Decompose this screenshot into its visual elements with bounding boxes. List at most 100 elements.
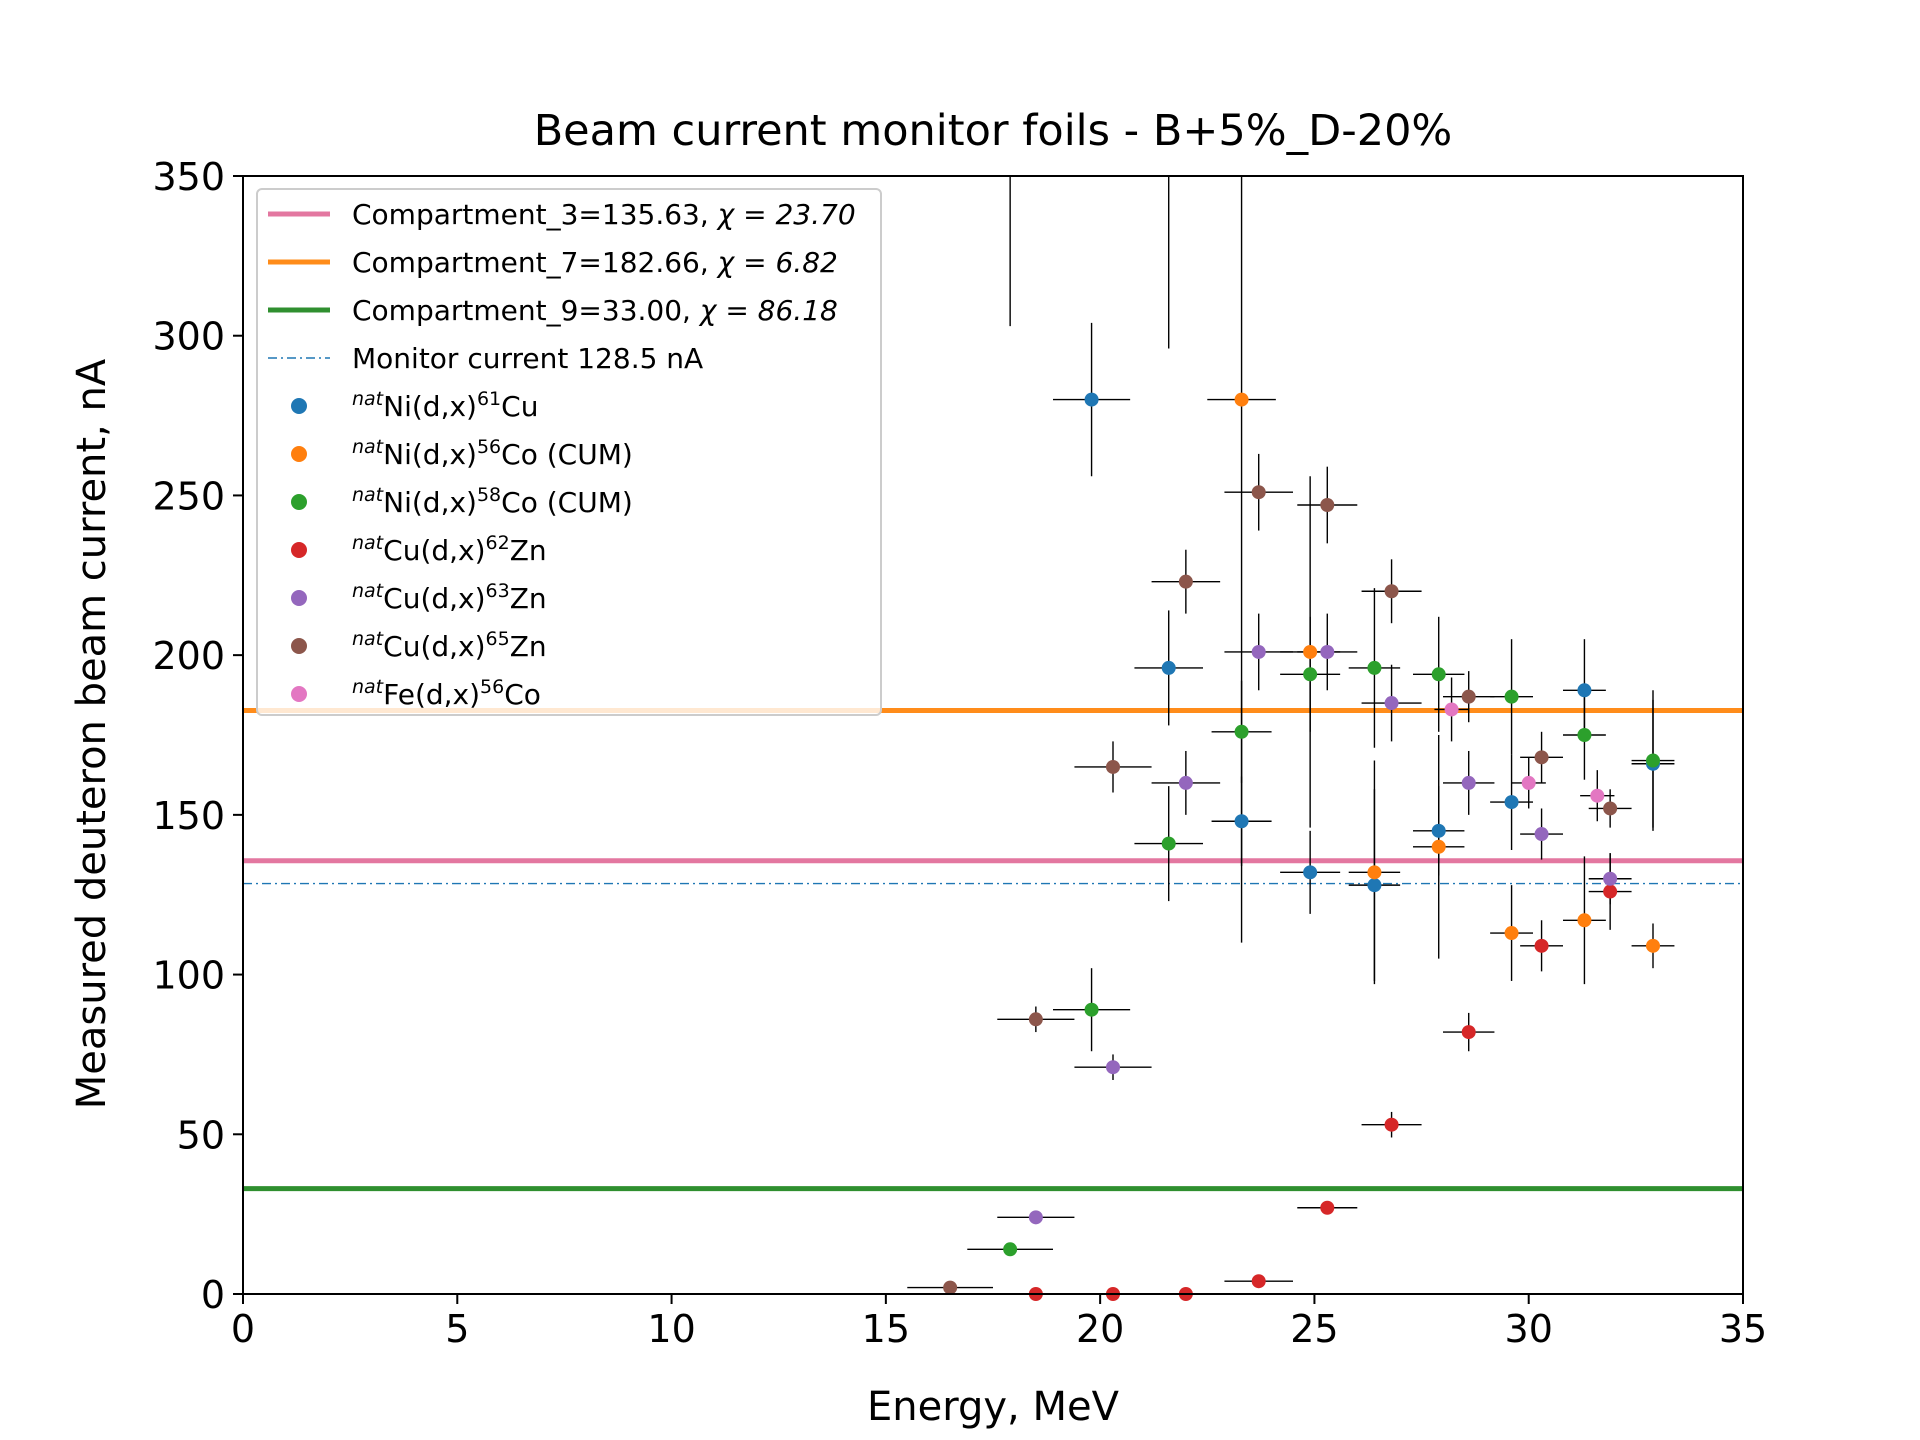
legend-label: natCu(d,x)65Zn [352, 628, 547, 663]
legend-superscript-isotope: 56 [480, 676, 504, 698]
legend-label: natNi(d,x)58Co (CUM) [352, 484, 633, 519]
legend-product-text: Co (CUM) [501, 438, 633, 471]
legend-label-text: Compartment_9=33.00, [352, 294, 700, 327]
legend-superscript-isotope: 62 [486, 532, 510, 554]
x-tick-label: 15 [862, 1307, 910, 1351]
legend-superscript-isotope: 58 [477, 484, 501, 506]
y-tick-label: 50 [177, 1113, 225, 1157]
y-tick-label: 0 [201, 1273, 225, 1317]
legend-superscript-isotope: 65 [486, 628, 510, 650]
x-tick-label: 5 [445, 1307, 469, 1351]
legend-label: natCu(d,x)63Zn [352, 580, 547, 615]
legend-label: Compartment_7=182.66, χ = 6.82 [352, 246, 838, 279]
legend-product-text: Zn [510, 534, 547, 567]
legend-superscript-isotope: 61 [477, 388, 501, 410]
plot-frame [242, 175, 1744, 1295]
x-tick-label: 0 [231, 1307, 255, 1351]
legend-label-text: Compartment_3=135.63, [352, 198, 718, 231]
data-point [1084, 392, 1099, 407]
data-point [1234, 814, 1249, 829]
data-point [1431, 839, 1446, 854]
legend-marker [291, 590, 307, 606]
data-point [1303, 667, 1318, 682]
data-point [1161, 660, 1176, 675]
legend-superscript-nat: nat [352, 628, 385, 650]
legend-superscript-nat: nat [352, 532, 385, 554]
data-point [1577, 728, 1592, 742]
legend-product-text: Co [504, 678, 541, 711]
legend-marker [291, 446, 307, 462]
data-point [1384, 584, 1399, 599]
data-point [943, 1280, 958, 1295]
legend-marker [291, 398, 307, 414]
legend-label: Compartment_9=33.00, χ = 86.18 [352, 294, 838, 327]
data-point [1431, 823, 1446, 838]
y-tick-label: 350 [152, 155, 225, 199]
legend-superscript-nat: nat [352, 484, 385, 506]
x-tick-label: 10 [647, 1307, 695, 1351]
legend-product-text: Zn [510, 630, 547, 663]
legend-label-text: Compartment_7=182.66, [352, 246, 718, 279]
legend-superscript-nat: nat [352, 436, 385, 458]
y-axis-label: Measured deuteron beam current, nA [69, 358, 115, 1109]
data-point [1367, 865, 1382, 880]
x-tick-label: 20 [1076, 1307, 1124, 1351]
legend-label-text: Monitor current 128.5 nA [352, 342, 703, 375]
data-point [1534, 750, 1549, 765]
data-point [1303, 644, 1318, 659]
data-point [1384, 1117, 1399, 1132]
data-point [1534, 938, 1549, 953]
data-point [1431, 667, 1446, 682]
data-point [1504, 926, 1519, 941]
data-point [1178, 775, 1193, 790]
y-tick-label: 300 [152, 315, 225, 359]
legend-marker [291, 494, 307, 510]
legend-label: natCu(d,x)62Zn [352, 532, 547, 567]
y-tick-label: 250 [152, 474, 225, 518]
data-point [1178, 574, 1193, 589]
legend-reaction-text: Cu(d,x) [383, 582, 485, 615]
legend-reaction-text: Ni(d,x) [383, 486, 477, 519]
legend-label: natNi(d,x)56Co (CUM) [352, 436, 633, 471]
data-point [1251, 644, 1266, 659]
legend-chi-text: χ = 86.18 [698, 294, 838, 327]
legend-reaction-text: Fe(d,x) [383, 678, 480, 711]
data-point [1461, 1025, 1476, 1040]
x-axis-label: Energy, MeV [867, 1384, 1120, 1430]
data-point [1251, 1274, 1266, 1289]
legend-label: Monitor current 128.5 nA [352, 342, 703, 375]
data-point [1504, 689, 1519, 704]
data-point [1106, 1060, 1120, 1075]
data-point [1504, 795, 1519, 810]
data-point [1106, 759, 1120, 774]
x-tick-label: 35 [1719, 1307, 1767, 1351]
legend-label: natFe(d,x)56Co [352, 676, 541, 711]
legend-marker [291, 638, 307, 654]
data-point [1003, 1242, 1018, 1257]
data-point [1084, 1002, 1099, 1017]
data-point [1320, 1200, 1335, 1215]
data-point [1320, 498, 1335, 513]
data-point [1534, 827, 1549, 842]
legend-product-text: Zn [510, 582, 547, 615]
chart-title: Beam current monitor foils - B+5%_D-20% [534, 106, 1453, 156]
y-tick-label: 100 [152, 954, 225, 998]
data-point [1320, 644, 1335, 659]
legend-marker [291, 686, 307, 702]
data-point [1028, 1012, 1043, 1027]
legend: Compartment_3=135.63, χ = 23.70Compartme… [256, 188, 882, 716]
data-point [1590, 788, 1605, 803]
legend-box [256, 188, 882, 716]
y-tick-label: 150 [152, 794, 225, 838]
legend-label: natNi(d,x)61Cu [352, 388, 538, 423]
data-point [1461, 689, 1476, 704]
legend-superscript-isotope: 63 [486, 580, 510, 602]
legend-superscript-nat: nat [352, 580, 385, 602]
legend-reaction-text: Ni(d,x) [383, 390, 477, 423]
data-point [1461, 775, 1476, 790]
data-point [1603, 801, 1618, 816]
data-point [1521, 775, 1536, 790]
x-tick-label: 25 [1290, 1307, 1338, 1351]
